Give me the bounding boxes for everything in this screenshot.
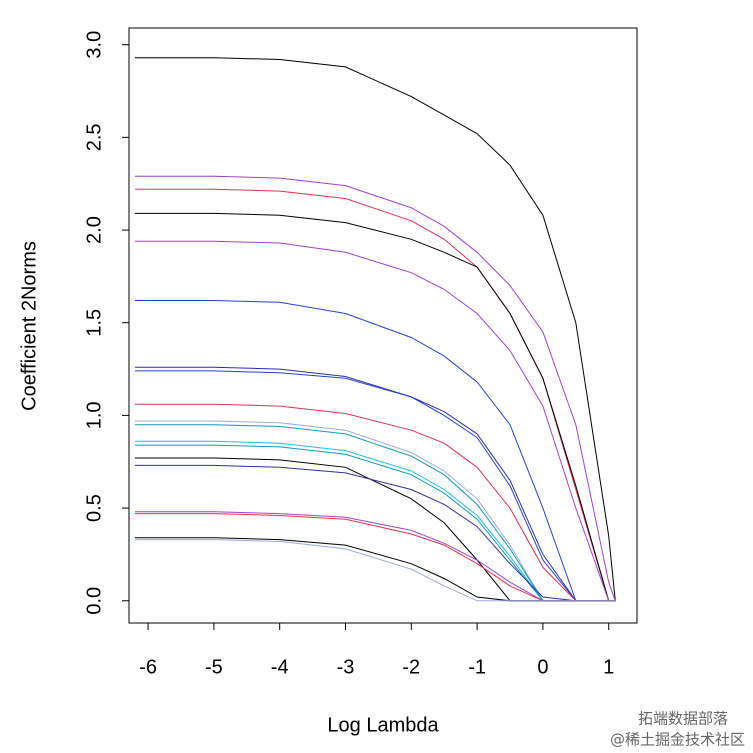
series-line	[134, 420, 616, 602]
series-line	[134, 464, 616, 602]
series-line	[134, 300, 616, 602]
series-line	[134, 366, 616, 602]
y-tick-label: 2.0	[83, 216, 105, 244]
watermark: @稀土掘金技术社区	[610, 731, 745, 749]
x-tick-label: 1	[603, 656, 614, 678]
y-axis-label: Coefficient 2Norms	[18, 241, 40, 411]
y-tick-label: 1.0	[83, 401, 105, 429]
series-line	[134, 175, 616, 601]
x-tick-label: -3	[337, 656, 355, 678]
series-line	[134, 513, 616, 602]
y-tick-label: 3.0	[83, 31, 105, 59]
series-line	[134, 511, 616, 602]
x-axis-label: Log Lambda	[327, 714, 439, 736]
series-line	[134, 457, 616, 602]
x-tick-label: 0	[537, 656, 548, 678]
series-line	[134, 188, 616, 602]
x-tick-label: -6	[139, 656, 157, 678]
x-tick-label: -2	[402, 656, 420, 678]
x-tick-label: -4	[271, 656, 289, 678]
series-line	[134, 240, 616, 602]
series-line	[134, 537, 616, 602]
series-line	[134, 57, 616, 601]
y-tick-label: 1.5	[83, 309, 105, 337]
y-tick-label: 0.0	[83, 587, 105, 615]
y-tick-label: 2.5	[83, 123, 105, 151]
series-line	[134, 539, 616, 602]
x-tick-label: -5	[205, 656, 223, 678]
series-line	[134, 424, 616, 602]
series-line	[134, 370, 616, 602]
x-tick-label: -1	[468, 656, 486, 678]
series-line	[134, 212, 616, 602]
plot-box	[128, 27, 638, 624]
y-tick-label: 0.5	[83, 494, 105, 522]
series-line	[134, 403, 616, 602]
watermark: 拓端数据部落	[638, 710, 728, 728]
